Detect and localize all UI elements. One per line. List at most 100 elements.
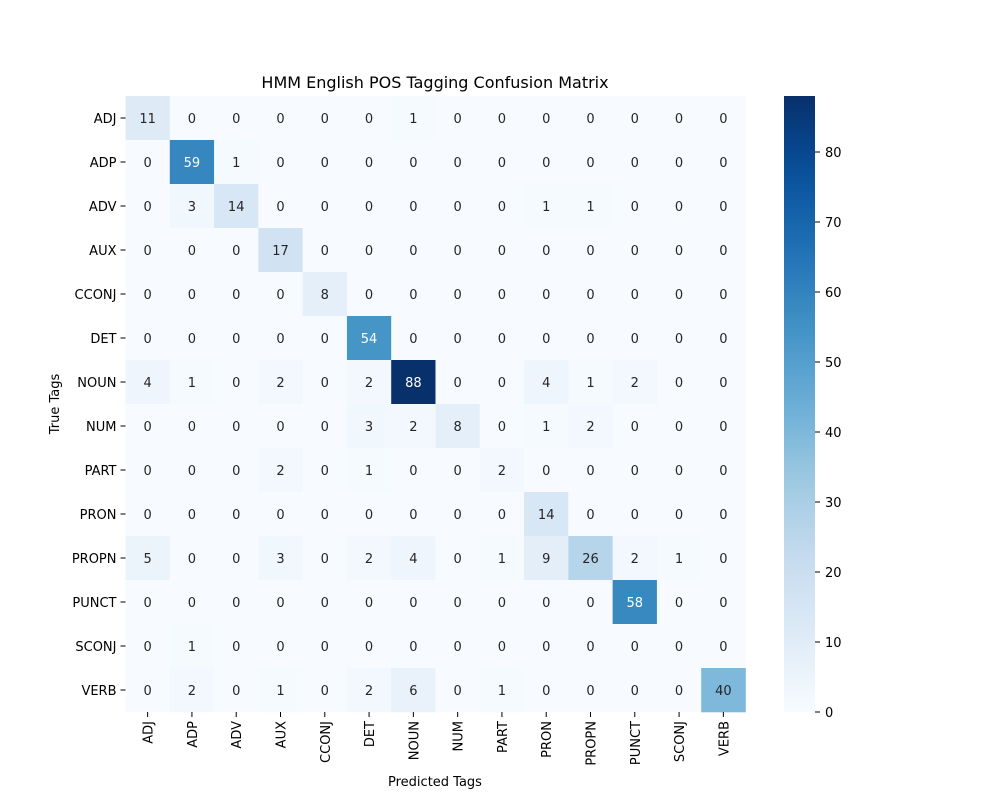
heatmap-cell-sconj-num xyxy=(435,624,481,669)
heatmap-cell-num-propn xyxy=(568,404,613,449)
x-tick-label-noun: NOUN xyxy=(407,721,422,760)
x-tick-label-pron: PRON xyxy=(540,721,555,758)
cell-value-label: 0 xyxy=(498,112,506,127)
heatmap-cell-cconj-noun xyxy=(391,272,436,317)
cell-value-label: 0 xyxy=(321,684,329,699)
cell-value-label: 1 xyxy=(586,200,594,215)
heatmap-cell-num-sconj xyxy=(656,404,702,449)
cell-value-label: 0 xyxy=(719,552,727,567)
heatmap-cell-pron-cconj xyxy=(302,492,348,537)
heatmap-cell-sconj-propn xyxy=(568,624,613,669)
heatmap-cell-noun-det xyxy=(346,360,392,405)
heatmap-cell-verb-sconj xyxy=(656,668,702,713)
cell-value-label: 1 xyxy=(232,156,240,171)
cell-value-label: 0 xyxy=(453,464,461,479)
heatmap-cell-verb-adj xyxy=(125,668,171,713)
cell-value-label: 1 xyxy=(586,376,594,391)
y-axis-ticks: ADJ ADP ADV AUX CCONJ DET NOUN NUM PART PRON PROPN… xyxy=(72,112,126,699)
cell-value-label: 0 xyxy=(586,596,594,611)
heatmap-cell-aux-aux xyxy=(258,228,303,273)
cell-value-label: 1 xyxy=(188,376,196,391)
heatmap-cell-adj-adp xyxy=(169,96,215,141)
heatmap-cell-labels: 11 0 0 0 0 0 1 0 0 0 0 0 0 00 59 1 0 0 0 0 0 0 0 0 0 0 00 3 14 0 0 0 0 0 0… xyxy=(139,112,731,699)
heatmap-cell-punct-adp xyxy=(169,580,215,625)
heatmap-cell-num-adp xyxy=(169,404,215,449)
cell-value-label: 0 xyxy=(276,200,284,215)
heatmap-cell-adj-adv xyxy=(214,96,259,141)
cell-value-label: 0 xyxy=(232,288,240,303)
cell-value-label: 0 xyxy=(365,640,373,655)
heatmap-cell-punct-adv xyxy=(214,580,259,625)
cell-value-label: 0 xyxy=(586,156,594,171)
heatmap-cell-pron-num xyxy=(435,492,481,537)
heatmap-cell-cconj-adp xyxy=(169,272,215,317)
cell-value-label: 1 xyxy=(542,420,550,435)
cell-value-label: 8 xyxy=(321,288,329,303)
heatmap-cell-noun-cconj xyxy=(302,360,348,405)
heatmap-cell-adj-det xyxy=(346,96,392,141)
cell-value-label: 0 xyxy=(498,200,506,215)
cell-value-label: 0 xyxy=(321,376,329,391)
cell-value-label: 0 xyxy=(188,288,196,303)
cell-value-label: 0 xyxy=(276,508,284,523)
cell-value-label: 0 xyxy=(631,244,639,259)
heatmap-cell-punct-propn xyxy=(568,580,613,625)
heatmap-cell-det-adp xyxy=(169,316,215,361)
cell-value-label: 0 xyxy=(542,244,550,259)
cell-value-label: 0 xyxy=(409,156,417,171)
cell-value-label: 0 xyxy=(631,464,639,479)
heatmap-cell-adj-pron xyxy=(524,96,569,141)
cell-value-label: 0 xyxy=(542,596,550,611)
heatmap-cell-adv-aux xyxy=(258,184,303,229)
heatmap-cell-noun-part xyxy=(479,360,525,405)
cell-value-label: 0 xyxy=(409,200,417,215)
heatmap-cell-adv-part xyxy=(479,184,525,229)
heatmap-cell-verb-aux xyxy=(258,668,303,713)
heatmap-cell-adv-propn xyxy=(568,184,613,229)
heatmap-cell-aux-propn xyxy=(568,228,613,273)
x-tick-label-part: PART xyxy=(496,721,511,753)
cell-value-label: 2 xyxy=(188,684,196,699)
heatmap-cell-propn-sconj xyxy=(656,536,702,581)
cell-value-label: 0 xyxy=(631,640,639,655)
cell-value-label: 0 xyxy=(143,200,151,215)
heatmap-cell-adj-verb xyxy=(701,96,746,141)
cell-value-label: 0 xyxy=(188,464,196,479)
colorbar-tick-label: 20 xyxy=(825,566,842,581)
cell-value-label: 0 xyxy=(719,464,727,479)
cell-value-label: 0 xyxy=(631,684,639,699)
x-tick-label-propn: PROPN xyxy=(585,721,600,766)
heatmap-cell-adp-num xyxy=(435,140,481,185)
heatmap-cell-punct-verb xyxy=(701,580,746,625)
colorbar-tick-label: 30 xyxy=(825,496,842,511)
heatmap-cell-cconj-punct xyxy=(612,272,658,317)
heatmap-cell-adp-pron xyxy=(524,140,569,185)
heatmap-cell-pron-part xyxy=(479,492,525,537)
heatmap-cell-noun-verb xyxy=(701,360,746,405)
heatmap-cell-adj-aux xyxy=(258,96,303,141)
cell-value-label: 0 xyxy=(276,332,284,347)
y-tick-label-adj: ADJ xyxy=(94,112,117,127)
cell-value-label: 0 xyxy=(232,640,240,655)
cell-value-label: 0 xyxy=(719,200,727,215)
cell-value-label: 0 xyxy=(409,288,417,303)
cell-value-label: 0 xyxy=(498,332,506,347)
heatmap-cell-punct-aux xyxy=(258,580,303,625)
cell-value-label: 0 xyxy=(232,684,240,699)
cell-value-label: 0 xyxy=(321,420,329,435)
heatmap-cell-noun-sconj xyxy=(656,360,702,405)
heatmap-cell-adv-noun xyxy=(391,184,436,229)
cell-value-label: 0 xyxy=(143,420,151,435)
heatmap-cell-propn-noun xyxy=(391,536,436,581)
cell-value-label: 2 xyxy=(586,420,594,435)
heatmap-cell-adj-noun xyxy=(391,96,436,141)
heatmap-cell-adp-adj xyxy=(125,140,171,185)
heatmap-cell-num-noun xyxy=(391,404,436,449)
y-axis-label: True Tags xyxy=(48,374,63,436)
cell-value-label: 0 xyxy=(586,640,594,655)
heatmap-cell-num-num xyxy=(435,404,481,449)
heatmap-cell-punct-noun xyxy=(391,580,436,625)
heatmap-cell-propn-det xyxy=(346,536,392,581)
